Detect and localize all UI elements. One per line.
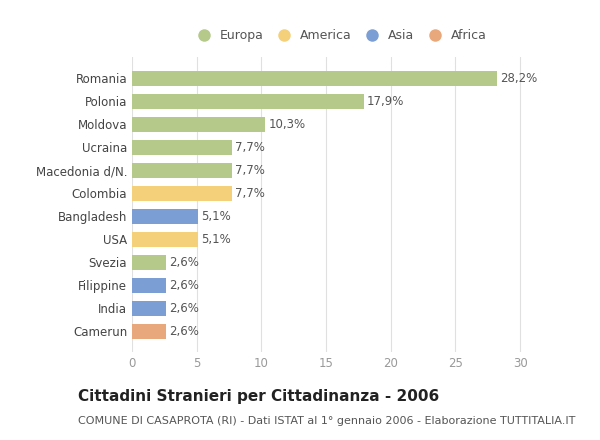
- Text: 28,2%: 28,2%: [500, 72, 538, 84]
- Bar: [132, 163, 232, 178]
- Bar: [132, 117, 265, 132]
- Legend: Europa, America, Asia, Africa: Europa, America, Asia, Africa: [188, 25, 490, 46]
- Text: Cittadini Stranieri per Cittadinanza - 2006: Cittadini Stranieri per Cittadinanza - 2…: [78, 389, 439, 404]
- Bar: [132, 139, 232, 154]
- Bar: [132, 209, 198, 224]
- Bar: [132, 94, 364, 109]
- Bar: [132, 70, 497, 85]
- Text: 5,1%: 5,1%: [201, 233, 231, 246]
- Text: COMUNE DI CASAPROTA (RI) - Dati ISTAT al 1° gennaio 2006 - Elaborazione TUTTITAL: COMUNE DI CASAPROTA (RI) - Dati ISTAT al…: [78, 416, 575, 426]
- Text: 17,9%: 17,9%: [367, 95, 404, 108]
- Bar: [132, 231, 198, 246]
- Bar: [132, 255, 166, 270]
- Bar: [132, 324, 166, 339]
- Text: 2,6%: 2,6%: [169, 325, 199, 337]
- Text: 2,6%: 2,6%: [169, 301, 199, 315]
- Bar: [132, 186, 232, 201]
- Bar: [132, 301, 166, 315]
- Text: 10,3%: 10,3%: [268, 117, 305, 131]
- Text: 7,7%: 7,7%: [235, 141, 265, 154]
- Bar: [132, 278, 166, 293]
- Text: 2,6%: 2,6%: [169, 256, 199, 268]
- Text: 5,1%: 5,1%: [201, 209, 231, 223]
- Text: 2,6%: 2,6%: [169, 279, 199, 292]
- Text: 7,7%: 7,7%: [235, 164, 265, 176]
- Text: 7,7%: 7,7%: [235, 187, 265, 200]
